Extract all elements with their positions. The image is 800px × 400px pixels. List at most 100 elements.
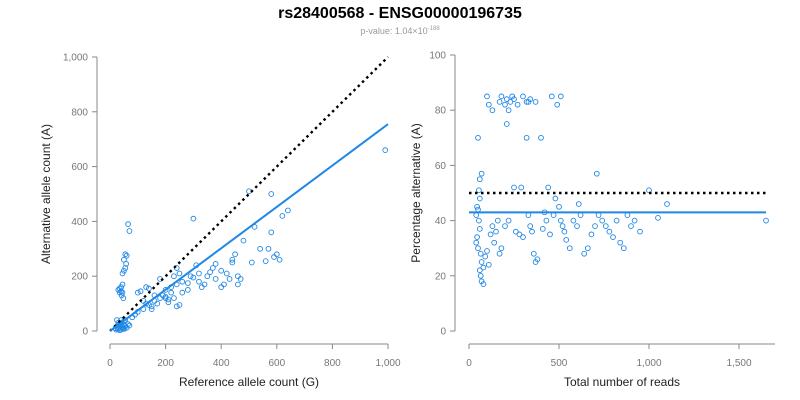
panel1-data-point [285,207,291,214]
panel2-data-point [474,203,480,210]
panel1-data-point [196,278,202,285]
panel2-data-point [485,261,492,268]
panel1-y-tick-label: 600 [71,162,88,173]
panel1-x-tick-label: 800 [324,358,341,369]
panel1-data-point [207,269,213,275]
panel1-data-point [176,270,183,277]
panel2-data-point [628,223,634,229]
panel2-data-point [563,237,570,243]
panel2-data-point [512,228,519,235]
panel1-y-tick-label: 1,000 [63,53,88,64]
panel2-data-point [548,93,555,100]
panel1-data-point [116,285,123,292]
panel1-data-point [221,281,227,288]
panel2-data-point [554,101,561,108]
panel1-data-point [273,251,280,258]
panel2-data-point [516,231,523,238]
panel2-data-point [476,176,483,183]
panel2-x-tick-label: 500 [551,358,568,369]
panel2-data-point [476,226,483,232]
panel2-data-point [474,234,480,241]
panel1-data-point [196,270,202,277]
panel1-data-point [212,261,219,267]
panel1-x-tick-label: 600 [268,358,285,369]
panel1-data-point [198,284,205,291]
panel2-data-point [655,214,661,221]
p-value-times: × [412,26,418,36]
panel1-data-point [165,299,172,306]
panel2-data-point [476,187,482,194]
panel1-data-point [171,273,177,280]
panel1-data-point [122,251,129,258]
panel2-data-point [543,217,550,224]
panel2-data-point [588,231,595,238]
panel2-y-tick-label: 20 [435,271,447,282]
panel1-data-point [121,267,127,274]
panel2-data-point [496,250,503,257]
panel1-data-point [137,288,144,295]
panel2-data-point [505,107,512,114]
panel2-data-point [631,217,638,224]
panel2-data-point [523,134,530,141]
panel2-data-point [473,212,480,218]
panel1-data-point [190,215,197,222]
panel2-x-tick-label: 1,000 [636,358,661,369]
panel2-data-point [505,217,512,224]
panel2-data-point [593,170,600,177]
panel2-data-point [584,245,591,252]
panel2-data-point [552,195,559,202]
panel2-data-point [574,223,580,229]
panel2-data-point [496,99,503,105]
panel2-data-point [620,245,627,252]
panel2-data-point [538,134,544,141]
panel1-data-point [235,281,241,288]
panel2-data-point [498,93,505,100]
panel1-data-point [229,259,236,266]
panel2-data-point [527,223,534,229]
panel2-data-point [477,272,484,279]
panel2-y-tick-label: 100 [429,51,446,62]
panel1-x-tick-label: 200 [157,358,174,369]
panel2-data-point [475,206,481,213]
panel1-data-point [154,300,161,307]
panel1-data-point [162,293,169,300]
panel1-data-point [268,191,275,197]
panel2-data-point [502,101,508,108]
panel1-data-point [122,265,129,271]
panel1-data-point [176,302,183,308]
panel1-data-point [265,245,272,252]
panel1-data-point [179,278,186,285]
panel2-data-point [523,99,530,105]
chart-title: rs28400568 - ENSG00000196735 [278,5,522,22]
panel1-data-point [143,300,149,307]
panel2-data-point [575,201,582,207]
panel2-data-point [577,212,584,218]
panel2-data-point [592,223,598,229]
panel1-data-point [168,289,175,296]
panel1-data-point [125,221,131,227]
panel2-data-point [476,217,482,224]
panel2-data-point [520,234,526,241]
panel2-data-point [503,121,510,127]
panel1-data-point [184,287,191,293]
panel2-x-tick-label: 1,500 [726,358,751,369]
panel2-data-point [498,245,505,252]
panel2-data-point [475,245,481,252]
panel2-data-point [525,99,532,105]
panel2-data-point [478,259,485,265]
panel2-data-point [509,93,516,100]
panel1-y-tick-label: 400 [71,217,88,228]
panel2-y-tick-label: 60 [435,161,447,172]
panel1-data-point [271,254,277,260]
panel2-data-point [595,212,602,218]
panel1-data-point [187,273,194,280]
panel1-data-point [114,317,120,323]
panel2-data-point [613,217,620,224]
panel2-data-point [489,223,496,229]
panel1-data-point [276,256,283,263]
panel1-data-point [148,303,155,310]
panel2-data-point [494,217,501,224]
panel1-data-point [123,261,129,267]
panel2-data-point [520,93,526,100]
panel1-y-tick-label: 200 [71,272,88,283]
